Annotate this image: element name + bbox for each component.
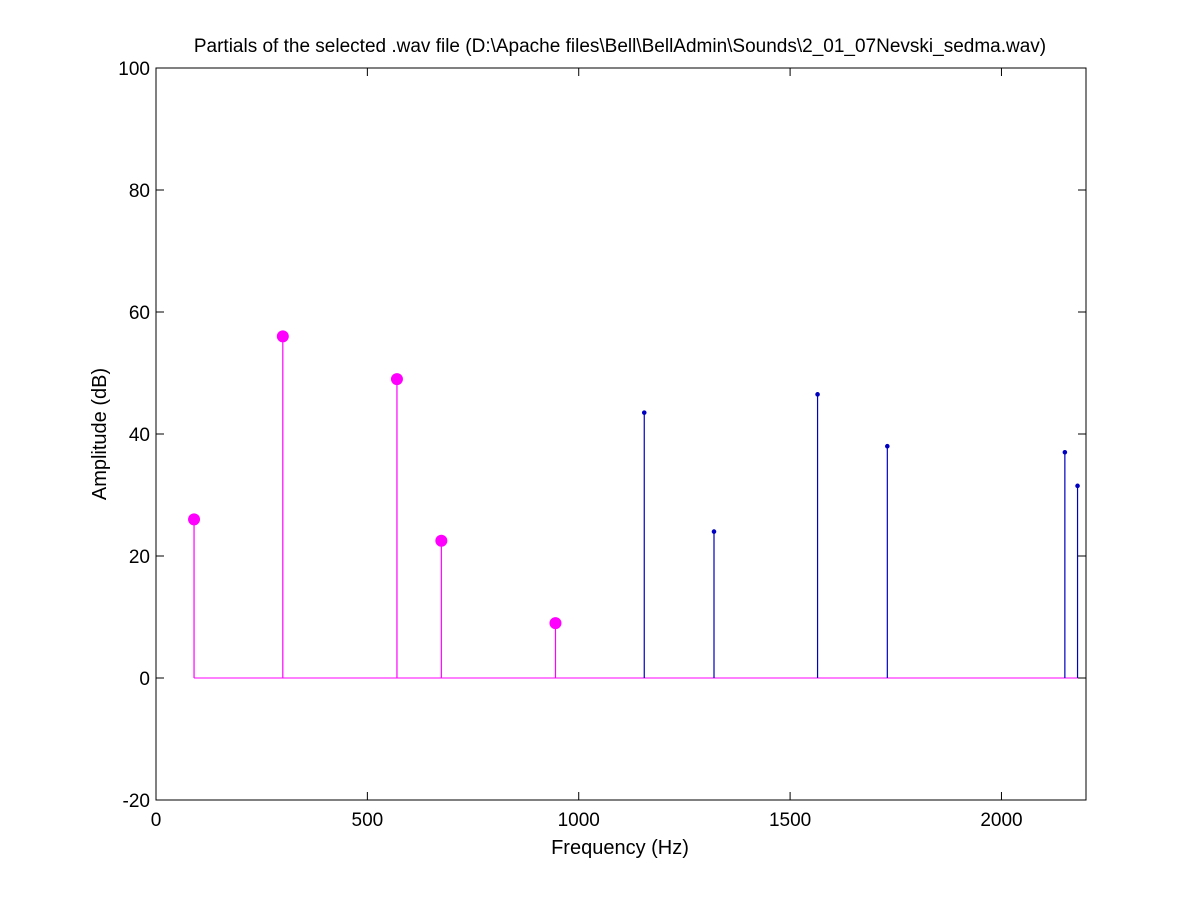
y-tick-label: -20 — [123, 791, 150, 812]
x-tick-label: 1000 — [558, 810, 600, 831]
data-point — [1062, 450, 1068, 455]
data-point — [885, 443, 890, 449]
data-point — [188, 513, 201, 526]
x-tick-label: 500 — [352, 810, 384, 831]
data-point — [1075, 483, 1080, 489]
chart-title: Partials of the selected .wav file (D:\A… — [194, 36, 1046, 57]
data-point — [549, 617, 562, 630]
y-tick-label: 80 — [129, 181, 150, 202]
x-tick-label: 1500 — [769, 810, 811, 831]
x-tick-label: 2000 — [980, 810, 1022, 831]
y-axis-label: Amplitude (dB) — [89, 368, 111, 500]
data-point — [276, 330, 289, 343]
data-point — [711, 529, 717, 534]
y-tick-label: 20 — [129, 547, 150, 568]
data-point — [815, 392, 820, 397]
data-point — [390, 373, 403, 386]
data-point — [641, 410, 647, 415]
x-tick-label: 0 — [151, 810, 162, 831]
plot-area — [156, 68, 1086, 800]
x-axis-label: Frequency (Hz) — [551, 837, 689, 859]
stems-layer — [188, 330, 1086, 679]
y-tick-label: 0 — [139, 669, 150, 690]
y-tick-label: 40 — [129, 425, 150, 446]
data-point — [435, 534, 448, 547]
y-tick-label: 100 — [118, 59, 150, 80]
y-tick-label: 60 — [129, 303, 150, 324]
